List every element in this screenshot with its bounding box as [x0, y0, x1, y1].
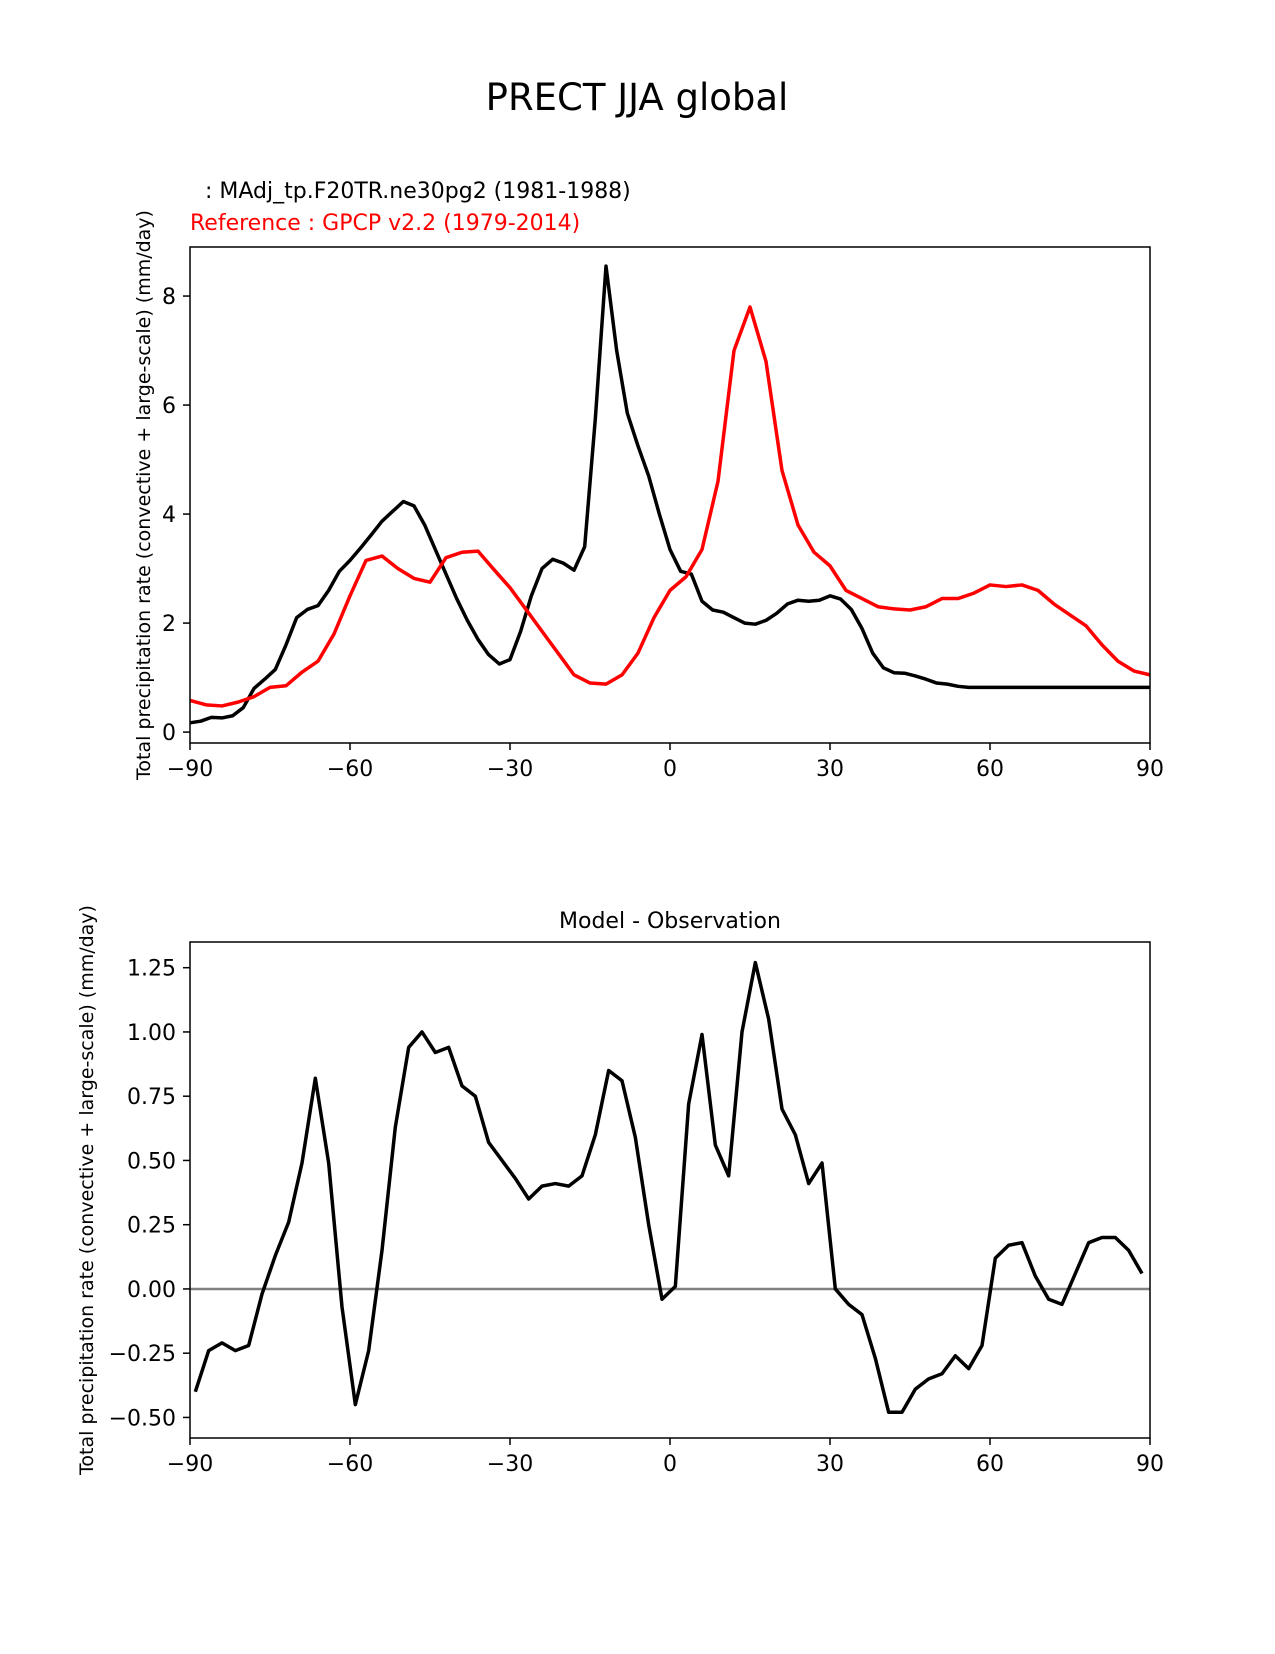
- bottom-title: Model - Observation: [559, 909, 781, 934]
- bottom-ytick-label: 0.75: [127, 1085, 176, 1110]
- legend-reference-label: Reference : GPCP v2.2 (1979-2014): [190, 211, 580, 236]
- bottom-xtick-label: 0: [663, 1452, 677, 1477]
- top-xtick-label: 60: [976, 757, 1004, 782]
- bottom-ylabel: Total precipitation rate (convective + l…: [76, 905, 98, 1476]
- top-axes-frame: [189, 246, 1151, 744]
- bottom-axes-frame: [189, 941, 1151, 1439]
- top-ytick-label: 6: [162, 394, 176, 419]
- top-series-line-0: [189, 264, 1150, 725]
- figure-title: PRECT JJA global: [486, 76, 789, 119]
- bottom-xtick-label: 30: [816, 1452, 844, 1477]
- top-xtick-label: −90: [167, 757, 213, 782]
- top-series-line-1: [189, 305, 1151, 708]
- bottom-ytick-label: 1.00: [127, 1021, 176, 1046]
- bottom-panel: Model - Observation −90 −60 −30 0 30 60 90 −0.5…: [76, 905, 1164, 1477]
- top-panel: −90 −60 −30 0 30 60 90 0 2 4 6 8 : MAdj_tp.F20TR.ne…: [133, 179, 1164, 782]
- top-xtick-label: 90: [1136, 757, 1164, 782]
- legend-test-label: : MAdj_tp.F20TR.ne30pg2 (1981-1988): [205, 179, 631, 204]
- top-ytick-label: 0: [162, 721, 176, 746]
- top-ytick-label: 4: [162, 503, 176, 528]
- top-xtick-label: −60: [327, 757, 373, 782]
- bottom-ytick-label: −0.50: [109, 1406, 176, 1431]
- bottom-xtick-label: −90: [167, 1452, 213, 1477]
- bottom-ytick-label: −0.25: [109, 1342, 176, 1367]
- bottom-xtick-label: −60: [327, 1452, 373, 1477]
- bottom-xtick-label: −30: [487, 1452, 533, 1477]
- bottom-xtick-label: 90: [1136, 1452, 1164, 1477]
- top-xtick-label: 0: [663, 757, 677, 782]
- bottom-axes-ticks: −90 −60 −30 0 30 60 90 −0.50 −0.25 0.00 0.25 0.50 0.…: [109, 957, 1164, 1477]
- top-ytick-label: 2: [162, 612, 176, 637]
- bottom-series-line-0: [193, 960, 1144, 1415]
- bottom-xtick-label: 60: [976, 1452, 1004, 1477]
- top-series: [189, 264, 1151, 725]
- top-ylabel: Total precipitation rate (convective + l…: [133, 210, 155, 781]
- top-axes-ticks: −90 −60 −30 0 30 60 90 0 2 4 6 8: [162, 285, 1164, 782]
- bottom-ytick-label: 1.25: [127, 957, 176, 982]
- bottom-ytick-label: 0.25: [127, 1214, 176, 1239]
- bottom-series: [190, 960, 1150, 1415]
- top-xtick-label: 30: [816, 757, 844, 782]
- top-xtick-label: −30: [487, 757, 533, 782]
- bottom-ytick-label: 0.50: [127, 1149, 176, 1174]
- bottom-ytick-label: 0.00: [127, 1278, 176, 1303]
- top-ytick-label: 8: [162, 285, 176, 310]
